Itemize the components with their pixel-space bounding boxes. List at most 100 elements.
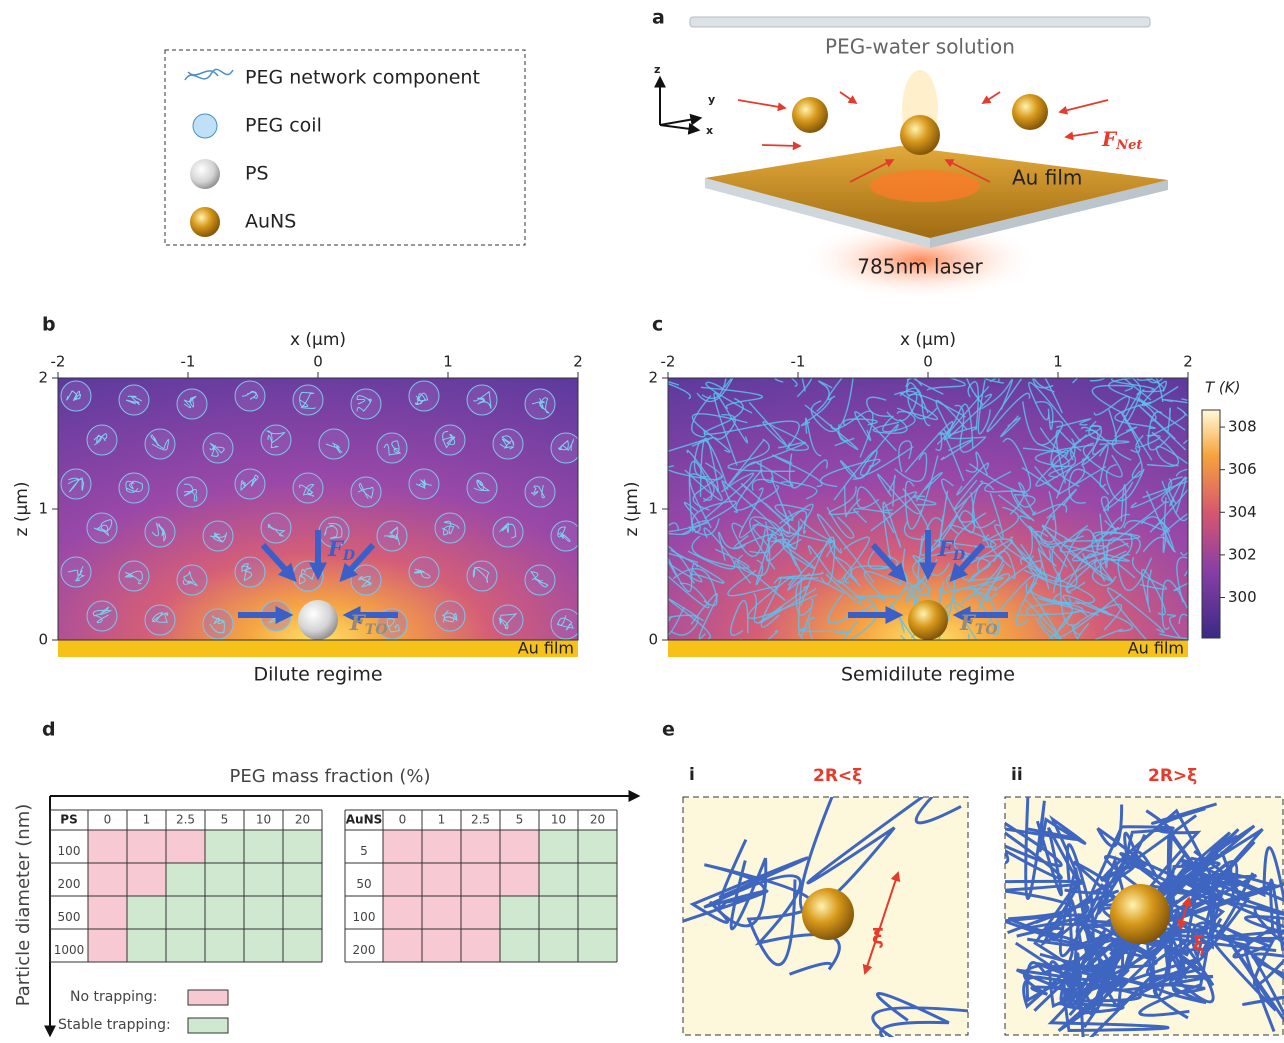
table-row-label: 200 <box>353 943 376 957</box>
table-header: 0 <box>399 813 407 827</box>
colorbar-tick-label: 302 <box>1228 545 1257 563</box>
table-cell <box>88 863 127 896</box>
colorbar-label: T (K) <box>1205 379 1240 397</box>
table-cell <box>578 830 617 863</box>
peg-coil <box>351 565 381 595</box>
table-cell <box>127 863 166 896</box>
table-header: 20 <box>590 813 605 827</box>
colorbar-tick-label: 308 <box>1228 418 1257 436</box>
table-cell <box>539 896 578 929</box>
table-cell <box>539 929 578 962</box>
peg-coil <box>119 561 149 591</box>
peg-strand <box>1140 341 1179 383</box>
x-label: x (μm) <box>900 330 956 350</box>
table-cell <box>500 929 539 962</box>
peg-coil <box>177 565 207 595</box>
table-row-label: 1000 <box>54 943 85 957</box>
peg-strand <box>962 360 989 379</box>
table-cell <box>383 896 422 929</box>
table-cell <box>283 929 322 962</box>
peg-coil <box>61 557 91 587</box>
peg-coil <box>119 473 149 503</box>
table-cell <box>283 896 322 929</box>
x-tick-label: -1 <box>791 353 806 371</box>
table-cell <box>383 830 422 863</box>
x-tick-label: 2 <box>573 353 583 371</box>
figure: PEG network component PEG coil PS AuNS a… <box>0 0 1284 1039</box>
peg-coil <box>145 429 175 459</box>
caption: Dilute regime <box>253 664 382 686</box>
legend-item: PS <box>245 163 269 185</box>
peg-coil <box>145 517 175 547</box>
table-header: 0 <box>104 813 112 827</box>
nanosphere <box>1012 94 1048 130</box>
table-cell <box>205 929 244 962</box>
table-cell <box>422 863 461 896</box>
hot-spot <box>870 170 980 202</box>
x-tick-label: 2 <box>1183 353 1193 371</box>
x-label: x (μm) <box>290 330 346 350</box>
coil-icon <box>193 114 217 138</box>
caption: Semidilute regime <box>841 664 1015 686</box>
panel-d: d PEG mass fraction (%) Particle diamete… <box>13 719 638 1036</box>
table-header: 1 <box>438 813 446 827</box>
peg-coil <box>261 513 291 543</box>
peg-coil <box>409 381 439 411</box>
peg-coil <box>467 561 497 591</box>
mesh-label: ξ <box>1193 932 1205 956</box>
table-cell <box>461 896 500 929</box>
table-cell <box>88 896 127 929</box>
table-cell <box>500 863 539 896</box>
force-label: FNet <box>1101 127 1142 153</box>
particle <box>908 600 948 640</box>
x-tick-label: 0 <box>923 353 933 371</box>
x-tick-label: -2 <box>661 353 676 371</box>
table-header: 5 <box>221 813 229 827</box>
subscript: D <box>952 548 966 564</box>
table-cell <box>244 863 283 896</box>
table-cell <box>88 929 127 962</box>
table-header: PS <box>60 813 77 827</box>
axis-label: z <box>654 63 660 76</box>
table-header: 5 <box>516 813 524 827</box>
z-tick-label: 0 <box>648 631 658 649</box>
table-header: 1 <box>143 813 151 827</box>
table-header: 2.5 <box>176 813 195 827</box>
panel-e: e i2R<ξξii2R>ξξ <box>657 719 1284 1040</box>
glass-plate <box>690 17 1150 27</box>
panel-label: e <box>662 719 675 741</box>
panel-a: a PEG-water solution z y x FNet Au film … <box>652 7 1168 301</box>
solution-label: PEG-water solution <box>825 35 1015 59</box>
peg-coil <box>525 565 555 595</box>
legend: PEG network component PEG coil PS AuNS <box>185 67 480 238</box>
film-label: Au film <box>1012 166 1082 190</box>
subscript: Net <box>1115 138 1142 153</box>
table-cell <box>244 896 283 929</box>
table-cell <box>422 896 461 929</box>
au-film <box>668 640 1188 657</box>
laser-label: 785nm laser <box>857 255 983 279</box>
z-tick-label: 0 <box>38 631 48 649</box>
table-cell <box>539 830 578 863</box>
axis <box>660 125 698 130</box>
table-cell <box>383 863 422 896</box>
mesh-label: ξ <box>872 925 884 949</box>
z-tick-label: 2 <box>38 369 48 387</box>
panel-label: a <box>652 7 665 29</box>
peg-coil <box>525 477 555 507</box>
ps-icon <box>190 159 220 189</box>
panel-label: b <box>42 314 56 336</box>
panel-c: cAu filmFDFTO-2-1012012x (μm)z (μm)Semid… <box>622 314 1257 686</box>
condition: 2R<ξ <box>813 766 862 786</box>
peg-coil <box>203 433 233 463</box>
legend-swatch <box>188 990 228 1005</box>
table-cell <box>461 929 500 962</box>
table-cell <box>500 896 539 929</box>
axis-label: x <box>706 124 713 137</box>
table-row-label: 100 <box>58 844 81 858</box>
table-cell <box>461 830 500 863</box>
peg-coil <box>493 605 523 635</box>
peg-coil <box>351 477 381 507</box>
z-tick-label: 1 <box>648 500 658 518</box>
table-header: 2.5 <box>471 813 490 827</box>
